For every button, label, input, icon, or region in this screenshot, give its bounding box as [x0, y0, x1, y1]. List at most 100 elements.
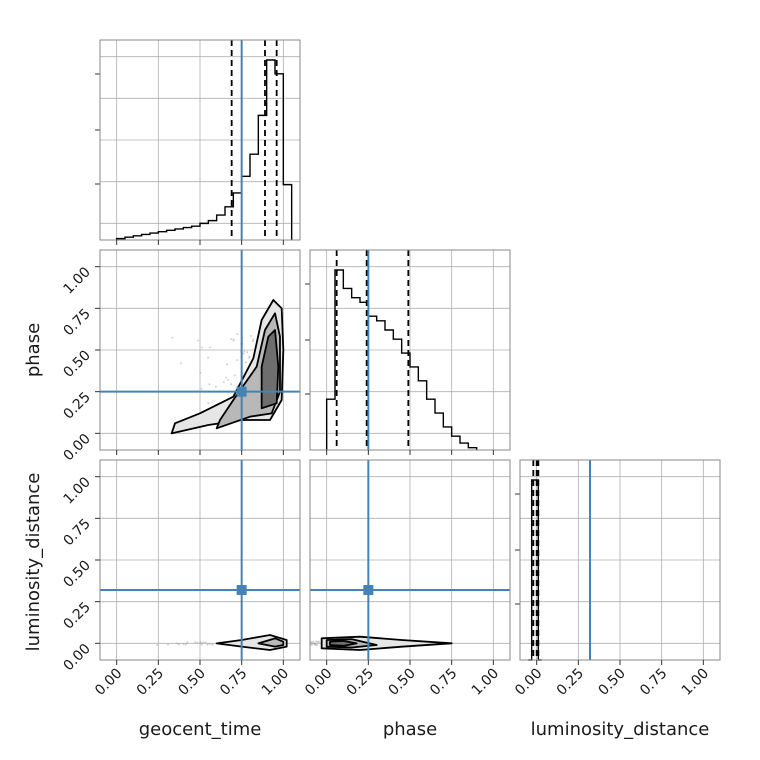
joint-phase-vs-luminosity-distance-xtick-label-4: 1.00: [469, 666, 502, 699]
hist-geocent-time-bin-20: [283, 185, 291, 240]
joint-geocent-time-vs-phase-ytick-label-2: 0.50: [60, 348, 93, 381]
joint-geocent-time-vs-phase-ytick-label-0: 0.00: [60, 431, 93, 464]
joint-geocent-time-vs-phase-sample-44: [209, 346, 212, 349]
joint-geocent-time-vs-luminosity-distance-ytick-label-3: 0.75: [60, 516, 93, 549]
joint-phase-vs-luminosity-distance-sample-8: [294, 641, 296, 643]
hist-phase-bin-3: [352, 298, 360, 450]
joint-geocent-time-vs-luminosity-distance-xtick-label-0: 0.00: [92, 666, 125, 699]
hist-luminosity-distance-xtick-label-3: 0.75: [637, 666, 670, 699]
hist-phase-bin-0: [327, 399, 335, 450]
joint-geocent-time-vs-luminosity-distance-ytick-label-1: 0.25: [60, 599, 93, 632]
joint-geocent-time-vs-luminosity-distance-sample-77: [211, 643, 214, 646]
joint-geocent-time-vs-phase-sample-18: [250, 334, 253, 337]
joint-geocent-time-vs-luminosity-distance-ytick-label-0: 0.00: [60, 641, 93, 674]
joint-geocent-time-vs-luminosity-distance-content: [156, 634, 288, 651]
joint-phase-vs-luminosity-distance-sample-88: [310, 642, 313, 645]
ylabel-luminosity-distance: luminosity_distance: [23, 473, 44, 652]
joint-geocent-time-vs-phase-sample-39: [251, 340, 254, 343]
joint-geocent-time-vs-phase-sample-27: [200, 346, 203, 349]
joint-geocent-time-vs-phase-sample-34: [242, 352, 245, 355]
hist-phase-bin-14: [443, 427, 451, 450]
joint-phase-vs-luminosity-distance-sample-58: [316, 641, 319, 644]
joint-geocent-time-vs-phase-ytick-label-4: 1.00: [60, 264, 93, 297]
joint-geocent-time-vs-phase-sample-67: [207, 356, 210, 359]
joint-geocent-time-vs-phase-sample-85: [197, 339, 200, 342]
joint-phase-vs-luminosity-distance-xtick-label-2: 0.50: [385, 666, 418, 699]
hist-geocent-time-bin-6: [167, 230, 175, 240]
joint-phase-vs-luminosity-distance-sample-12: [305, 644, 307, 646]
joint-phase-vs-luminosity-distance-sample-40: [294, 641, 296, 643]
hist-phase-bin-5: [368, 316, 376, 450]
joint-geocent-time-vs-luminosity-distance-sample-9: [204, 641, 207, 644]
joint-geocent-time-vs-luminosity-distance-sample-68: [200, 643, 203, 646]
joint-phase-vs-luminosity-distance-sample-70: [313, 642, 316, 645]
joint-geocent-time-vs-phase-sample-69: [200, 387, 203, 390]
hist-geocent-time-bin-12: [217, 215, 225, 240]
joint-geocent-time-vs-phase-sample-51: [208, 383, 211, 386]
hist-geocent-time-bin-11: [208, 221, 216, 240]
joint-geocent-time-vs-phase-sample-16: [227, 379, 230, 382]
joint-phase-vs-luminosity-distance-sample-6: [306, 640, 308, 642]
joint-geocent-time-vs-phase-sample-47: [248, 355, 251, 358]
ylabel-phase: phase: [23, 323, 44, 377]
joint-geocent-time-vs-luminosity-distance-sample-52: [196, 641, 199, 644]
joint-phase-vs-luminosity-distance-sample-61: [304, 644, 306, 646]
joint-phase-vs-luminosity-distance-sample-9: [302, 643, 304, 645]
joint-geocent-time-vs-phase-truth-marker: [236, 386, 247, 397]
joint-geocent-time-vs-luminosity-distance-sample-56: [156, 644, 159, 647]
joint-phase-vs-luminosity-distance-sample-37: [316, 644, 319, 647]
hist-phase-bin-10: [410, 367, 418, 450]
joint-phase-vs-luminosity-distance-xtick-label-3: 0.75: [427, 666, 460, 699]
joint-phase-vs-luminosity-distance-sample-27: [304, 644, 306, 646]
joint-geocent-time-vs-luminosity-distance-xtick-label-1: 0.25: [134, 666, 167, 699]
joint-geocent-time-vs-luminosity-distance-truth-marker: [236, 585, 247, 595]
joint-phase-vs-luminosity-distance-sample-29: [318, 640, 321, 643]
hist-geocent-time: [95, 39, 301, 245]
joint-geocent-time-vs-phase-sample-36: [214, 385, 217, 388]
joint-phase-vs-luminosity-distance-content: [294, 635, 453, 651]
joint-geocent-time-vs-phase-sample-15: [233, 374, 236, 377]
joint-phase-vs-luminosity-distance-truth-marker: [363, 585, 374, 595]
joint-geocent-time-vs-phase-contour-2: [260, 329, 280, 410]
xlabel-luminosity-distance: luminosity_distance: [531, 719, 710, 740]
hist-geocent-time-bin-10: [200, 223, 208, 240]
joint-geocent-time-vs-phase-sample-43: [232, 339, 235, 342]
hist-phase-step: [325, 269, 478, 450]
joint-geocent-time-vs-phase-sample-24: [225, 376, 228, 379]
joint-geocent-time-vs-phase-sample-9: [246, 351, 249, 354]
hist-geocent-time-bin-14: [233, 193, 241, 240]
hist-phase-bin-2: [343, 288, 351, 450]
joint-geocent-time-vs-luminosity-distance-xtick-label-2: 0.50: [175, 666, 208, 699]
joint-geocent-time-vs-luminosity-distance-sample-40: [199, 641, 202, 644]
joint-phase-vs-luminosity-distance-sample-13: [314, 643, 317, 646]
joint-phase-vs-luminosity-distance-sample-81: [306, 643, 308, 645]
joint-geocent-time-vs-luminosity-distance-sample-15: [184, 643, 187, 646]
joint-geocent-time-vs-phase-sample-19: [180, 362, 183, 365]
hist-luminosity-distance-xtick-label-4: 1.00: [679, 666, 712, 699]
joint-geocent-time-vs-luminosity-distance-sample-89: [182, 643, 185, 646]
hist-phase: [305, 249, 511, 455]
joint-geocent-time-vs-phase-sample-70: [230, 383, 233, 386]
joint-phase-vs-luminosity-distance-sample-35: [307, 642, 309, 644]
joint-geocent-time-vs-phase-sample-23: [236, 333, 239, 336]
joint-geocent-time-vs-phase-sample-63: [171, 336, 174, 339]
hist-phase-bin-12: [427, 399, 435, 450]
joint-geocent-time-vs-luminosity-distance-ytick-label-2: 0.50: [60, 558, 93, 591]
joint-geocent-time-vs-phase-sample-35: [230, 338, 233, 341]
joint-geocent-time-vs-phase-sample-71: [199, 371, 202, 374]
joint-phase-vs-luminosity-distance-sample-82: [315, 640, 318, 643]
joint-phase-vs-luminosity-distance-sample-5: [314, 643, 317, 646]
hist-geocent-time-bin-8: [183, 228, 191, 240]
hist-geocent-time-bin-2: [133, 236, 141, 240]
joint-phase-vs-luminosity-distance-sample-51: [296, 641, 298, 643]
joint-geocent-time-vs-luminosity-distance-ytick-label-4: 1.00: [60, 474, 93, 507]
joint-phase-vs-luminosity-distance-sample-18: [311, 640, 314, 643]
labels-layer: geocent_time phase luminosity_distance p…: [23, 323, 709, 740]
joint-geocent-time-vs-phase-sample-62: [225, 363, 228, 366]
joint-geocent-time-vs-luminosity-distance-sample-37: [178, 643, 181, 646]
joint-geocent-time-vs-phase-sample-12: [244, 361, 247, 364]
joint-phase-vs-luminosity-distance-sample-7: [304, 644, 306, 646]
joint-geocent-time-vs-phase-ytick-label-3: 0.75: [60, 306, 93, 339]
joint-geocent-time-vs-luminosity-distance-sample-79: [206, 643, 209, 646]
